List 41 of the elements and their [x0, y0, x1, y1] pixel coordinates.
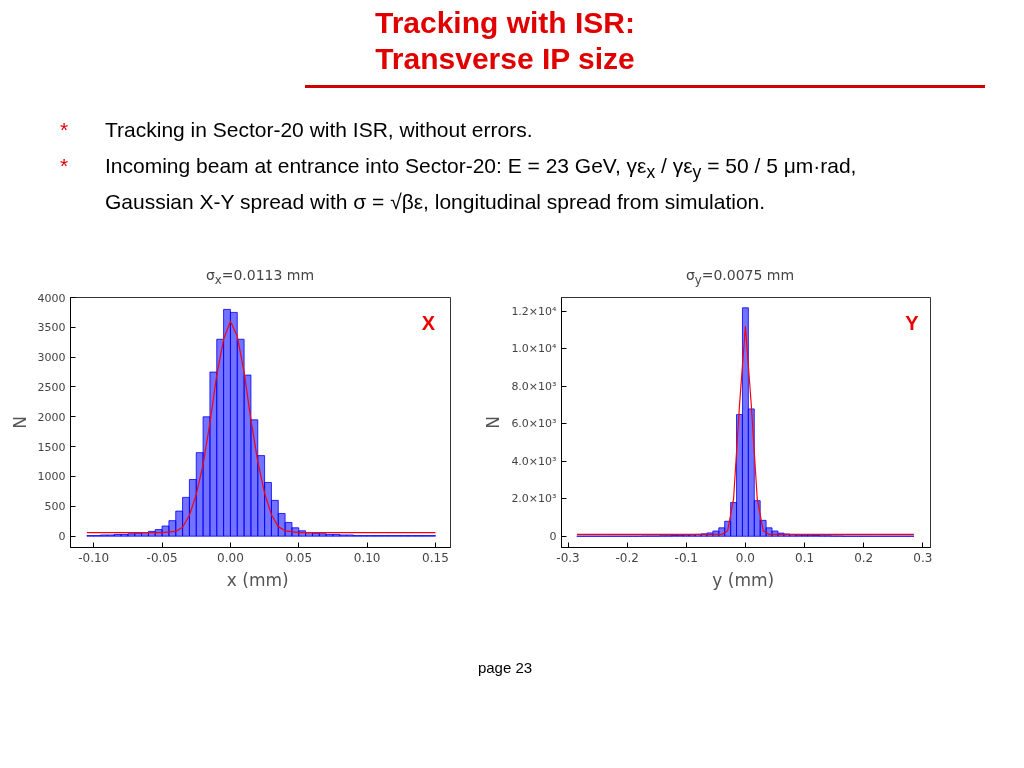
- x-tick-label: 0.0: [735, 550, 755, 565]
- y-tick-label: 2.0×10³: [511, 492, 557, 506]
- x-tick-label: -0.1: [674, 550, 698, 565]
- text: * Tracking in Sector-20 with ISR, without errors.: [60, 118, 533, 141]
- chart-title: σ$_{x}$=0.0113 mm: [204, 266, 316, 289]
- y-tick-label: 3000: [37, 351, 66, 365]
- text: page 23: [476, 658, 534, 678]
- y-tick-label: 6.0×10³: [511, 417, 557, 431]
- y-tick-label: 0: [58, 530, 66, 544]
- y-tick-label: 2500: [37, 381, 66, 394]
- x-tick-label: -0.3: [556, 550, 580, 565]
- y-axis-title: N: [483, 416, 504, 429]
- x-tick-label: 0.2: [854, 550, 874, 565]
- x-tick-label: 0.3: [913, 550, 933, 565]
- y-tick-label: 0: [549, 529, 557, 543]
- x-tick-label: -0.05: [146, 550, 178, 565]
- y-tick-label: 3500: [37, 321, 66, 335]
- x-axis-title: x (mm): [226, 569, 289, 590]
- x-tick-label: 0.10: [353, 550, 381, 565]
- text: Tracking with ISR: Transverse IP size: [373, 5, 636, 77]
- x-tick-label: 0.05: [285, 550, 313, 565]
- chart-title: σ$_{y}$=0.0075 mm: [684, 266, 796, 289]
- annotation: Y: [905, 311, 920, 334]
- y-tick-label: 4.0×10³: [511, 454, 557, 468]
- x-tick-label: 0.1: [795, 550, 815, 565]
- y-tick-label: 4000: [37, 291, 66, 305]
- x-tick-label: 0.00: [217, 550, 244, 565]
- annotation: X: [421, 311, 436, 334]
- y-tick-label: 8.0×10³: [511, 379, 557, 393]
- x-tick-label: -0.10: [78, 550, 110, 565]
- y-tick-label: 2000: [37, 410, 66, 424]
- x-tick-label: 0.15: [422, 550, 449, 565]
- y-tick-label: 1.0×10⁴: [511, 342, 558, 356]
- x-tick-label: -0.2: [615, 550, 639, 565]
- y-tick-label: 1.2×10⁴: [511, 305, 558, 319]
- y-tick-label: 1000: [37, 470, 66, 484]
- y-tick-label: 500: [44, 500, 66, 514]
- x-axis-title: y (mm): [712, 569, 775, 590]
- y-tick-label: 1500: [37, 440, 66, 454]
- y-axis-title: N: [9, 416, 30, 429]
- text: * Incoming beam at entrance into Sector-20: E = 23 GeV, γε$_{x}$ / γε$_{y}$ = 50 / 5 μm·rad, Gaussian X-Y spread with σ = √βε, longitudinal spread from simulation.: [60, 154, 857, 214]
